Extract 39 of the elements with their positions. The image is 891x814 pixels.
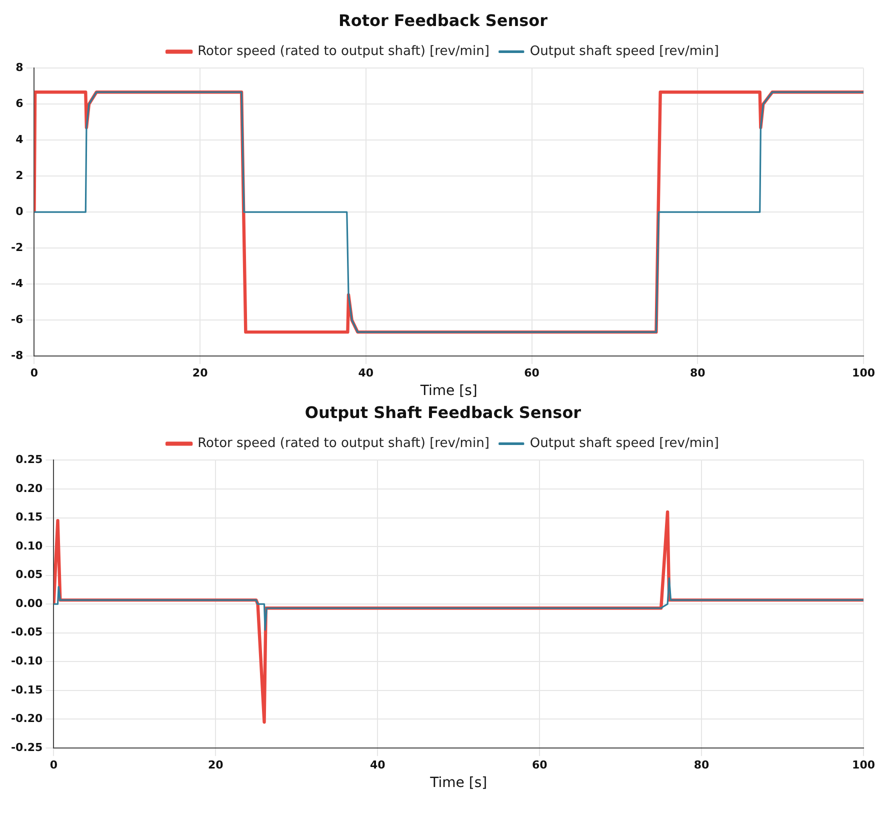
y-tick-label: -0.15: [10, 683, 43, 696]
y-tick-label: -0.05: [10, 626, 43, 639]
x-axis-title: Time [s]: [429, 775, 488, 792]
x-tick-label: 20: [192, 366, 208, 380]
x-tick-label: 100: [852, 366, 876, 380]
legend-label: Rotor speed (rated to output shaft) [rev/min]: [198, 436, 490, 452]
x-axis-title: Time [s]: [419, 383, 478, 400]
x-tick-label: 80: [694, 758, 710, 772]
y-tick-label: 0: [16, 204, 24, 218]
y-tick-label: 0.10: [16, 539, 44, 552]
y-tick-label: 0.00: [16, 596, 44, 610]
x-tick-label: 40: [370, 758, 386, 772]
y-tick-label: -0.25: [10, 740, 43, 754]
y-tick-label: 0.25: [16, 453, 43, 466]
y-tick-label: -0.20: [10, 712, 44, 726]
x-tick-label: 80: [690, 366, 706, 380]
x-tick-label: 0: [50, 758, 58, 772]
y-tick-label: -8: [10, 348, 24, 362]
y-tick-label: 0.05: [16, 568, 43, 582]
x-tick-label: 20: [208, 758, 224, 772]
chart-title: Rotor Feedback Sensor: [338, 10, 548, 30]
chart-title: Output Shaft Feedback Sensor: [304, 402, 582, 422]
y-tick-label: -4: [10, 276, 24, 290]
legend-label: Output shaft speed [rev/min]: [530, 44, 719, 60]
legend-label: Rotor speed (rated to output shaft) [rev/min]: [198, 44, 490, 60]
y-tick-label: 0.15: [16, 510, 43, 524]
y-tick-label: 4: [16, 133, 24, 146]
legend-label: Output shaft speed [rev/min]: [530, 436, 719, 452]
y-tick-label: -6: [10, 312, 24, 326]
y-tick-label: 2: [16, 168, 24, 182]
y-tick-label: 0.20: [16, 482, 44, 495]
y-tick-label: 8: [16, 61, 24, 74]
x-tick-label: 40: [358, 366, 374, 380]
y-tick-label: -0.10: [10, 654, 44, 668]
x-tick-label: 60: [524, 366, 540, 380]
x-tick-label: 60: [532, 758, 548, 772]
y-tick-label: -2: [10, 240, 24, 254]
x-tick-label: 100: [852, 758, 876, 772]
y-tick-label: 6: [16, 97, 24, 110]
